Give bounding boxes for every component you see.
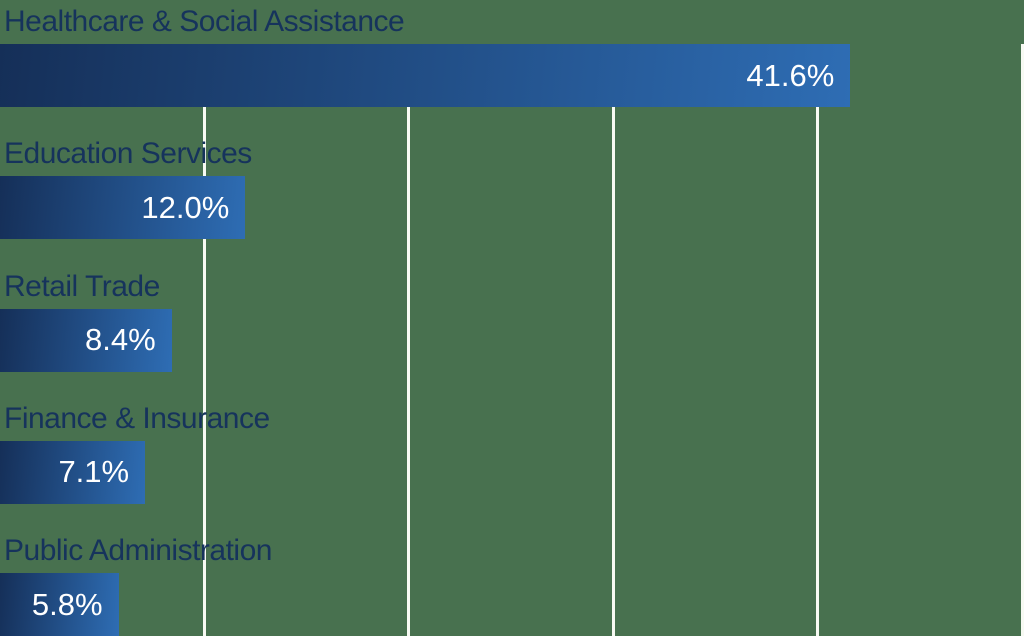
bar: 8.4%: [0, 308, 172, 372]
category-label: Public Administration: [4, 534, 272, 567]
category-label: Healthcare & Social Assistance: [4, 5, 405, 38]
bar: 41.6%: [0, 44, 851, 107]
bar: 7.1%: [0, 440, 146, 504]
category-label: Retail Trade: [4, 269, 160, 303]
gridline-10pct: [202, 44, 206, 636]
category-label: Finance & Insurance: [4, 401, 270, 435]
gridline-30pct: [611, 44, 615, 636]
gridline-20pct: [407, 44, 411, 636]
value-label: 41.6%: [746, 57, 835, 93]
value-label: 7.1%: [58, 454, 130, 490]
value-label: 5.8%: [31, 586, 103, 622]
bar: 12.0%: [0, 176, 246, 240]
category-label: Education Services: [4, 137, 252, 171]
value-label: 12.0%: [141, 189, 230, 225]
bar: 5.8%: [0, 573, 119, 636]
gridline-40pct: [816, 44, 820, 636]
value-label: 8.4%: [85, 322, 156, 357]
gridline-50pct: [1020, 44, 1024, 636]
